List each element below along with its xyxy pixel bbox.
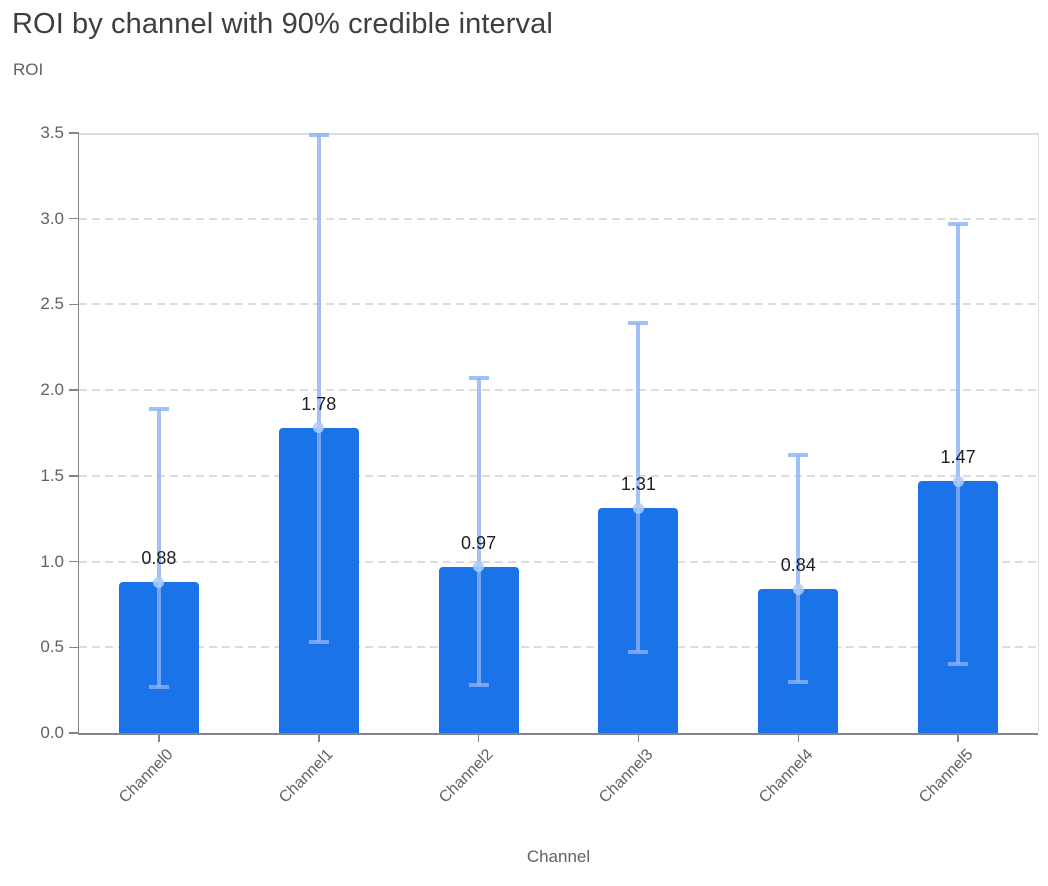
y-tick-label: 2.0: [40, 380, 64, 400]
y-axis-tick: [69, 732, 79, 734]
x-tick-label: Channel5: [915, 746, 977, 807]
x-tick-label: Channel4: [755, 746, 817, 807]
y-tick-label: 2.5: [40, 294, 64, 314]
error-bar: [956, 223, 961, 665]
error-bar-cap-lower: [788, 679, 809, 684]
gridline: [79, 560, 1038, 563]
mean-dot: [153, 576, 165, 588]
y-tick-label: 0.0: [40, 723, 64, 742]
error-bar: [316, 134, 321, 643]
value-label: 1.78: [301, 393, 337, 414]
error-bar-cap-lower: [948, 662, 969, 667]
y-tick-label: 1.0: [40, 551, 64, 571]
gridline: [79, 303, 1038, 306]
y-axis-line: [77, 133, 79, 735]
x-tick-label: Channel1: [276, 746, 337, 807]
plot-right-border: [1037, 133, 1039, 733]
plot-top-border: [79, 133, 1039, 135]
gridline: [79, 474, 1038, 477]
x-axis-tick: [477, 735, 480, 742]
error-bar: [476, 378, 481, 685]
x-axis-tick: [957, 735, 959, 742]
error-bar-cap-upper: [468, 376, 489, 381]
error-bar-cap-upper: [148, 407, 169, 411]
y-axis-tick: [69, 475, 79, 477]
error-bar: [796, 455, 801, 682]
y-axis-tick: [69, 560, 79, 563]
value-label: 0.88: [141, 548, 177, 569]
error-bar-cap-upper: [788, 453, 809, 458]
x-axis-tick: [637, 735, 640, 742]
y-tick-label: 3.0: [40, 208, 64, 228]
error-bar: [636, 323, 641, 653]
plot-area: 0.0 0.5 1.0 1.5 2.0 2.5 3.0 3.5 0.88 Channel0 1.78…: [40, 124, 1039, 806]
x-axis-line: [77, 733, 1038, 735]
x-tick-label: Channel2: [436, 746, 497, 807]
y-axis-tick: [69, 303, 79, 306]
mean-dot: [952, 475, 964, 487]
error-bar: [156, 409, 161, 687]
value-label: 1.47: [940, 447, 976, 467]
y-tick-label: 0.5: [40, 637, 64, 657]
mean-dot: [473, 561, 485, 573]
chart-title: ROI by channel with 90% credible interva…: [12, 8, 553, 40]
y-tick-label: 1.5: [40, 465, 64, 485]
y-axis-tick: [69, 646, 79, 649]
value-label: 0.84: [780, 555, 816, 575]
x-tick-label: Channel0: [116, 746, 177, 807]
mean-dot: [632, 502, 644, 514]
value-label: 1.31: [620, 474, 656, 495]
error-bar-cap-upper: [948, 221, 969, 226]
error-bar-cap-lower: [468, 683, 489, 687]
gridline: [79, 646, 1038, 649]
error-bar-cap-lower: [308, 640, 329, 645]
error-bar-cap-upper: [308, 132, 329, 137]
error-bar-cap-lower: [148, 684, 169, 689]
x-axis-tick: [158, 735, 160, 742]
y-axis-tick: [69, 389, 79, 391]
gridline: [79, 217, 1038, 220]
x-axis-tick: [797, 735, 799, 742]
mean-dot: [792, 583, 804, 595]
x-axis-tick: [318, 735, 320, 742]
gridline: [79, 389, 1038, 392]
y-axis-tick: [69, 217, 79, 220]
y-axis-title: ROI: [13, 60, 44, 79]
mean-dot: [313, 422, 325, 434]
x-tick-label: Channel3: [595, 746, 657, 807]
y-tick-label: 3.5: [40, 123, 64, 142]
error-bar-cap-upper: [628, 321, 649, 326]
y-axis-tick: [69, 132, 79, 134]
x-axis-title: Channel: [526, 847, 591, 866]
error-bar-cap-lower: [628, 650, 649, 655]
value-label: 0.97: [461, 532, 497, 553]
